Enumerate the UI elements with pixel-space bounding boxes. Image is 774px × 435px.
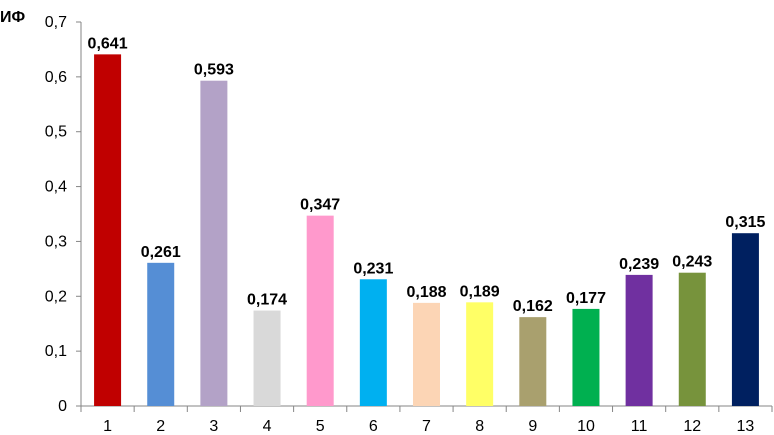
bar-4 [253,310,281,406]
y-tick-label: 0 [58,398,67,415]
x-tick-label: 11 [631,418,648,435]
y-axis: 0 0,1 0,2 0,3 0,4 0,5 0,6 0,7 [45,14,82,415]
data-label-11: 0,239 [619,256,659,273]
y-tick-label: 0,4 [45,179,67,196]
y-axis-title: ИФ [0,9,26,26]
x-tick-label: 3 [209,418,218,435]
bar-12 [678,272,706,406]
y-tick-label: 0,3 [45,233,67,250]
x-tick-label: 9 [528,418,537,435]
data-label-1: 0,641 [88,35,128,52]
bar-13 [731,233,759,406]
y-tick-label: 0,5 [45,124,67,141]
x-tick-label: 7 [422,418,431,435]
data-label-8: 0,189 [460,283,500,300]
data-label-5: 0,347 [300,197,340,214]
y-tick-label: 0,7 [45,14,67,31]
x-tick-label: 6 [369,418,378,435]
x-tick-label: 2 [156,418,165,435]
data-label-10: 0,177 [566,290,606,307]
x-tick-label: 10 [577,418,595,435]
bar-9 [519,317,547,406]
bar-2 [147,262,175,406]
bar-3 [200,80,228,406]
bar-5 [306,215,334,406]
x-axis: 1 2 3 4 5 6 7 8 9 10 11 12 13 [80,405,773,435]
x-tick-label: 4 [263,418,272,435]
data-label-6: 0,231 [353,260,393,277]
y-tick-label: 0,2 [45,288,67,305]
data-label-3: 0,593 [194,62,234,79]
data-label-12: 0,243 [672,254,712,271]
x-tick-label: 13 [737,418,755,435]
data-label-7: 0,188 [406,284,446,301]
bar-10 [572,308,600,406]
bar-11 [625,274,653,406]
bar-1 [94,54,122,406]
data-label-13: 0,315 [725,214,765,231]
data-labels: 0,641 0,261 0,593 0,174 0,347 0,231 0,188 0,189… [88,35,766,315]
data-label-4: 0,174 [247,292,287,309]
bars [94,54,759,406]
x-tick-label: 1 [103,418,112,435]
bar-7 [413,302,440,406]
x-tick-label: 8 [475,418,484,435]
bar-6 [359,279,387,406]
bar-8 [466,302,494,406]
data-label-9: 0,162 [513,298,553,315]
y-tick-label: 0,6 [45,69,67,86]
x-tick-label: 12 [683,418,701,435]
y-tick-label: 0,1 [45,343,67,360]
data-label-2: 0,261 [141,244,181,261]
x-tick-label: 5 [316,418,325,435]
